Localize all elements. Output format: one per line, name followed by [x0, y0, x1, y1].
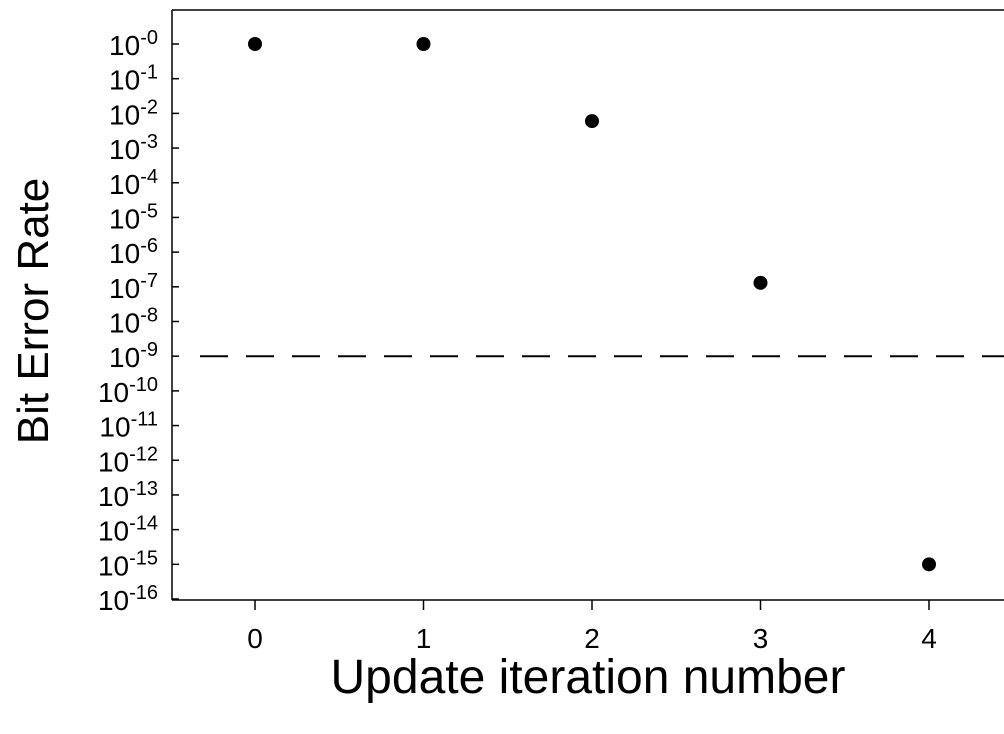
x-tick-label: 4 — [921, 623, 937, 654]
y-tick-label: 10-2 — [109, 96, 158, 130]
y-tick-label: 10-5 — [109, 200, 158, 234]
x-tick-label: 3 — [753, 623, 769, 654]
x-axis-ticks: 0 1 2 3 4 — [247, 600, 937, 654]
y-tick-label: 10-10 — [98, 374, 158, 408]
data-point — [922, 557, 936, 572]
x-tick-label: 2 — [584, 623, 600, 654]
data-point — [753, 275, 768, 290]
y-axis-title: Bit Error Rate — [9, 178, 58, 445]
data-points — [248, 37, 936, 572]
y-tick-label: 10-9 — [109, 339, 158, 373]
y-tick-label: 10-12 — [98, 443, 158, 477]
y-tick-label: 10-6 — [109, 235, 158, 269]
y-axis-ticks: 10-010-110-210-310-410-510-610-710-810-9… — [98, 27, 179, 616]
y-tick-label: 10-16 — [98, 582, 158, 616]
y-tick-label: 10-13 — [98, 478, 158, 512]
x-axis-title: Update iteration number — [331, 651, 846, 704]
axes — [171, 9, 1004, 601]
y-tick-label: 10-7 — [109, 270, 158, 304]
y-tick-label: 10-3 — [109, 131, 158, 165]
data-point — [585, 114, 599, 129]
y-tick-label: 10-15 — [98, 547, 158, 581]
data-point — [248, 37, 262, 51]
y-tick-label: 10-11 — [99, 409, 158, 443]
data-point — [416, 37, 431, 51]
y-tick-label: 10-0 — [109, 27, 158, 61]
y-tick-label: 10-4 — [109, 166, 158, 200]
y-tick-label: 10-1 — [109, 62, 158, 96]
x-tick-label: 0 — [247, 623, 263, 654]
y-tick-label: 10-8 — [109, 305, 158, 339]
y-tick-label: 10-14 — [98, 513, 158, 547]
x-tick-label: 1 — [416, 623, 432, 654]
